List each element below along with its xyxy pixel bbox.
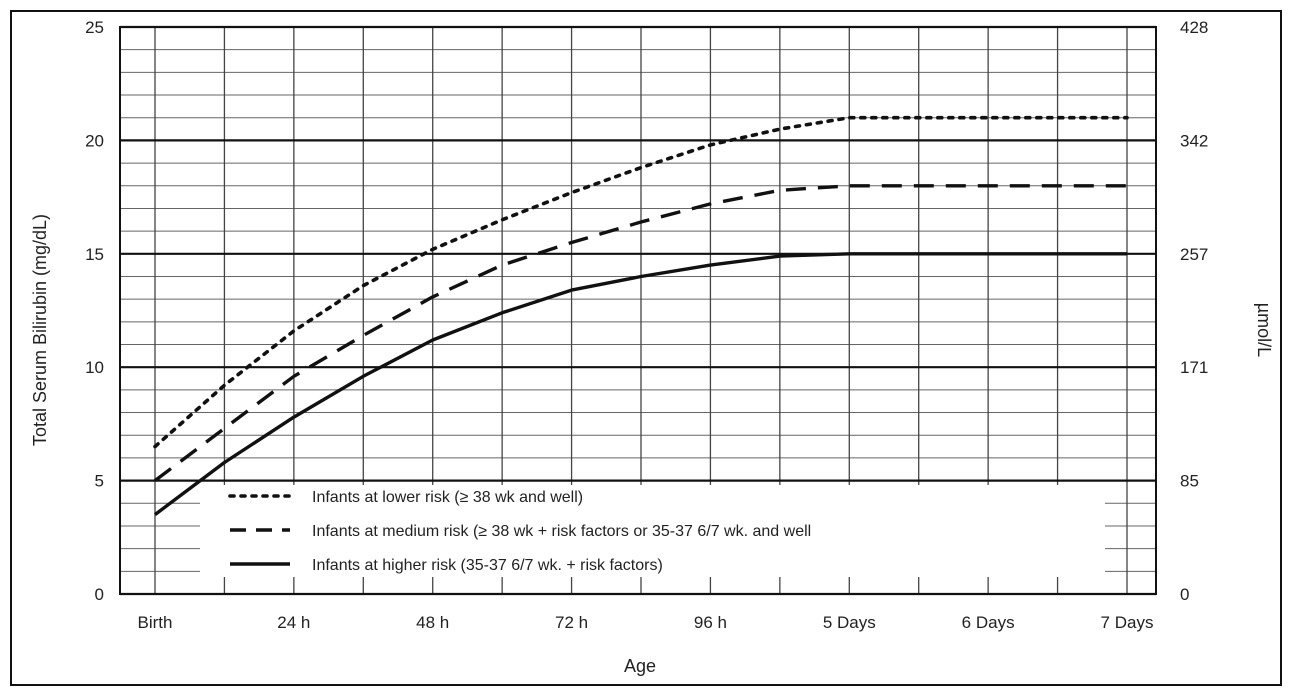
legend: Infants at lower risk (≥ 38 wk and well)… [228, 489, 811, 574]
y-axis-ticks: 0 5 10 15 20 25 [85, 18, 104, 604]
y-axis-label: Total Serum Bilirubin (mg/dL) [30, 214, 50, 446]
y-tick-label: 25 [85, 18, 104, 37]
y2-tick-label: 342 [1180, 131, 1208, 150]
x-tick-label: 5 Days [823, 613, 876, 632]
y-tick-label: 0 [95, 585, 104, 604]
x-tick-label: 7 Days [1101, 613, 1154, 632]
legend-entry-label: Infants at medium risk (≥ 38 wk + risk f… [312, 523, 811, 540]
series-lines [153, 115, 1129, 516]
y2-tick-label: 257 [1180, 245, 1208, 264]
y2-tick-label: 428 [1180, 18, 1208, 37]
y2-axis-ticks: 0 85 171 257 342 428 [1180, 18, 1208, 604]
x-axis-label: Age [624, 656, 656, 676]
x-axis-ticks: Birth 24 h 48 h 72 h 96 h 5 Days 6 Days 7 Days [138, 613, 1154, 632]
y2-tick-label: 171 [1180, 358, 1208, 377]
y-tick-label: 5 [95, 472, 104, 491]
legend-background [200, 485, 1105, 577]
y-tick-label: 10 [85, 358, 104, 377]
series-line-dotted [153, 115, 1129, 449]
y2-tick-label: 0 [1180, 585, 1189, 604]
x-tick-label: 6 Days [962, 613, 1015, 632]
series-line-solid [153, 252, 1127, 516]
x-tick-label: Birth [138, 613, 173, 632]
legend-entry-label: Infants at lower risk (≥ 38 wk and well) [312, 489, 583, 506]
series-line-dashed [153, 184, 1127, 482]
y-tick-label: 20 [85, 131, 104, 150]
x-tick-label: 72 h [555, 613, 588, 632]
y2-tick-label: 85 [1180, 472, 1199, 491]
x-tick-label: 48 h [416, 613, 449, 632]
x-tick-label: 24 h [277, 613, 310, 632]
y2-axis-label: µmol/L [1254, 303, 1274, 357]
plot-area-border [119, 26, 1157, 595]
x-tick-label: 96 h [694, 613, 727, 632]
y-tick-label: 15 [85, 245, 104, 264]
legend-entry-label: Infants at higher risk (35-37 6/7 wk. + … [312, 557, 663, 574]
